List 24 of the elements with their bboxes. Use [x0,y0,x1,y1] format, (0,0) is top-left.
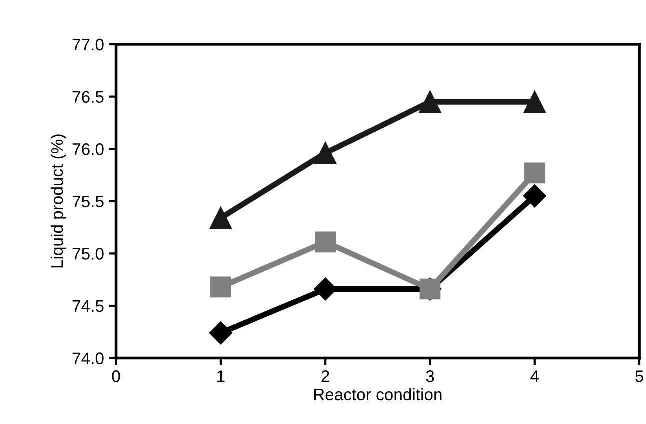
y-axis-title: Liquid product (%) [50,134,66,268]
x-axis-title: Reactor condition [314,388,442,401]
y-tick-label: 75.5 [72,196,104,208]
x-tick-label: 0 [112,370,120,382]
x-tick-label: 2 [322,370,330,382]
y-tick-label: 76.0 [72,144,104,156]
point [419,90,442,114]
point [210,276,232,298]
point [523,184,546,208]
y-tick-label: 75.0 [72,248,104,260]
y-tick-label: 77.0 [72,38,104,51]
x-tick-label: 5 [636,370,644,382]
point [315,232,336,253]
y-tick-label: 74.0 [72,352,104,364]
point [209,322,232,345]
y-tick-label: 74.5 [72,300,104,312]
point [314,142,337,164]
y-tick-label: 76.5 [72,91,104,104]
x-tick-label: 3 [426,370,434,382]
point [524,90,546,114]
point [524,162,546,184]
point [210,207,232,230]
x-tick-label: 4 [530,370,540,382]
x-tick-label: 1 [218,370,225,382]
